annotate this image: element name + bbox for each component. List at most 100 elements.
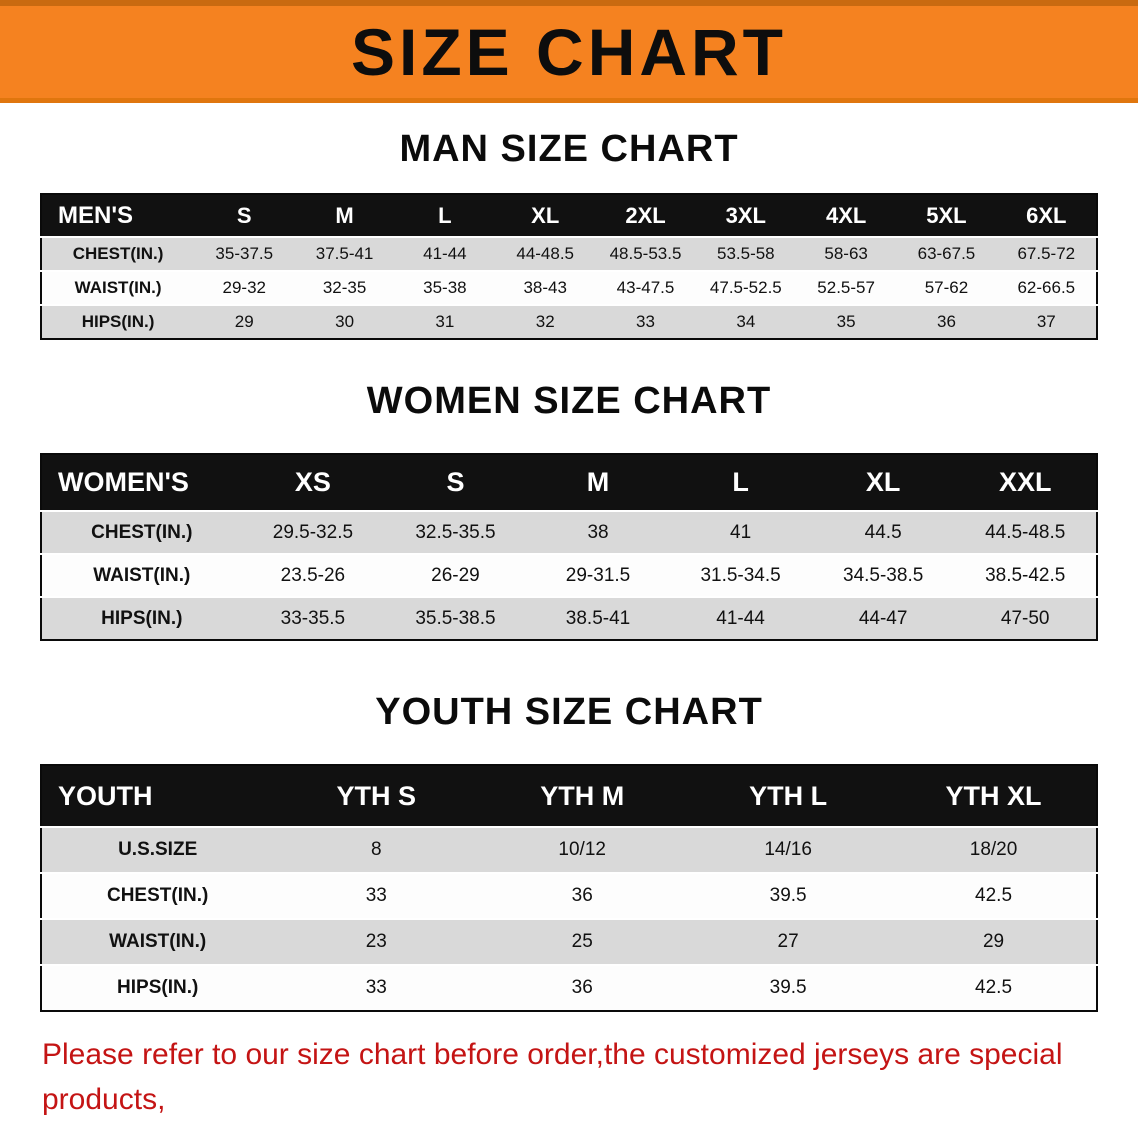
value-cell: 30 <box>294 304 395 339</box>
row-label-cell: HIPS(IN.) <box>41 964 274 1011</box>
table-title-cell: YOUTH <box>41 765 274 827</box>
value-cell: 10/12 <box>479 826 686 873</box>
size-header-cell: YTH XL <box>891 765 1097 827</box>
value-cell: 8 <box>273 826 480 873</box>
row-label-cell: CHEST(IN.) <box>41 510 242 554</box>
size-header-cell: M <box>526 454 670 511</box>
row-label-cell: WAIST(IN.) <box>41 553 242 597</box>
value-cell: 29 <box>194 304 295 339</box>
value-cell: 34.5-38.5 <box>811 553 955 597</box>
value-cell: 36 <box>479 964 686 1011</box>
notice-line-2: we don't accept cancel, change, teturn o… <box>42 1122 1096 1132</box>
value-cell: 62-66.5 <box>996 270 1097 305</box>
row-label-cell: WAIST(IN.) <box>41 270 195 305</box>
value-cell: 63-67.5 <box>896 236 997 271</box>
value-cell: 52.5-57 <box>795 270 897 305</box>
measurement-row: WAIST(IN.) 23 25 27 29 <box>41 918 1097 965</box>
value-cell: 47-50 <box>954 596 1097 640</box>
youth-size-table: YOUTH YTH S YTH M YTH L YTH XL U.S.SIZE 8 10/12… <box>40 764 1098 1012</box>
value-cell: 35 <box>795 304 897 339</box>
value-cell: 57-62 <box>896 270 997 305</box>
value-cell: 41-44 <box>669 596 812 640</box>
size-header-cell: XXL <box>954 454 1097 511</box>
value-cell: 67.5-72 <box>996 236 1097 271</box>
value-cell: 31 <box>394 304 496 339</box>
measurement-row: U.S.SIZE 8 10/12 14/16 18/20 <box>41 826 1097 873</box>
size-header-cell: S <box>194 194 295 237</box>
women-size-heading: WOMEN SIZE CHART <box>366 380 772 422</box>
man-size-section: MAN SIZE CHART MEN'S S M L XL 2XL 3XL 4XL 5XL 6XL… <box>0 128 1138 340</box>
value-cell: 48.5-53.5 <box>595 236 696 271</box>
value-cell: 42.5 <box>891 872 1097 919</box>
table-title-cell: WOMEN'S <box>41 454 242 511</box>
row-label-cell: CHEST(IN.) <box>41 872 274 919</box>
value-cell: 29-31.5 <box>526 553 670 597</box>
value-cell: 23 <box>273 918 480 965</box>
value-cell: 58-63 <box>795 236 897 271</box>
value-cell: 44.5-48.5 <box>954 510 1097 554</box>
size-header-cell: M <box>294 194 395 237</box>
value-cell: 41-44 <box>394 236 496 271</box>
value-cell: 35-37.5 <box>194 236 295 271</box>
table-header-row: YOUTH YTH S YTH M YTH L YTH XL <box>41 765 1097 827</box>
row-label-cell: U.S.SIZE <box>41 826 274 873</box>
value-cell: 38 <box>526 510 670 554</box>
size-header-cell: 2XL <box>595 194 696 237</box>
value-cell: 37 <box>996 304 1097 339</box>
order-notice: Please refer to our size chart before or… <box>42 1032 1096 1132</box>
value-cell: 14/16 <box>685 826 892 873</box>
value-cell: 33 <box>273 872 480 919</box>
value-cell: 33-35.5 <box>241 596 385 640</box>
size-header-cell: XS <box>241 454 385 511</box>
size-header-cell: XL <box>495 194 596 237</box>
value-cell: 38-43 <box>495 270 596 305</box>
size-header-cell: 4XL <box>795 194 897 237</box>
measurement-row: CHEST(IN.) 33 36 39.5 42.5 <box>41 872 1097 919</box>
value-cell: 39.5 <box>685 964 892 1011</box>
measurement-row: HIPS(IN.) 29 30 31 32 33 34 35 36 37 <box>41 304 1097 339</box>
value-cell: 44-47 <box>811 596 955 640</box>
youth-size-section: YOUTH SIZE CHART YOUTH YTH S YTH M YTH L YTH… <box>0 691 1138 1012</box>
value-cell: 43-47.5 <box>595 270 696 305</box>
value-cell: 37.5-41 <box>294 236 395 271</box>
women-size-section: WOMEN SIZE CHART WOMEN'S XS S M L XL XXL CHEST(… <box>0 380 1138 641</box>
value-cell: 32.5-35.5 <box>384 510 527 554</box>
value-cell: 35-38 <box>394 270 496 305</box>
row-label-cell: HIPS(IN.) <box>41 304 195 339</box>
table-title-cell: MEN'S <box>41 194 195 237</box>
table-header-row: WOMEN'S XS S M L XL XXL <box>41 454 1097 511</box>
size-header-cell: 6XL <box>996 194 1097 237</box>
value-cell: 32 <box>495 304 596 339</box>
size-header-cell: YTH S <box>273 765 480 827</box>
notice-line-1: Please refer to our size chart before or… <box>42 1038 1063 1116</box>
measurement-row: WAIST(IN.) 29-32 32-35 35-38 38-43 43-47.5 47.… <box>41 270 1097 305</box>
value-cell: 33 <box>273 964 480 1011</box>
value-cell: 25 <box>479 918 686 965</box>
value-cell: 35.5-38.5 <box>384 596 527 640</box>
size-header-cell: L <box>394 194 496 237</box>
value-cell: 27 <box>685 918 892 965</box>
size-header-cell: 5XL <box>896 194 997 237</box>
value-cell: 41 <box>669 510 812 554</box>
row-label-cell: HIPS(IN.) <box>41 596 242 640</box>
youth-size-heading: YOUTH SIZE CHART <box>375 691 763 733</box>
size-header-cell: XL <box>811 454 955 511</box>
size-header-cell: YTH M <box>479 765 686 827</box>
value-cell: 34 <box>695 304 796 339</box>
value-cell: 33 <box>595 304 696 339</box>
measurement-row: HIPS(IN.) 33-35.5 35.5-38.5 38.5-41 41-44 44-… <box>41 596 1097 640</box>
value-cell: 47.5-52.5 <box>695 270 796 305</box>
measurement-row: HIPS(IN.) 33 36 39.5 42.5 <box>41 964 1097 1011</box>
size-header-cell: 3XL <box>695 194 796 237</box>
man-size-table: MEN'S S M L XL 2XL 3XL 4XL 5XL 6XL CHEST(IN.) 35-37… <box>40 193 1098 340</box>
size-header-cell: L <box>669 454 812 511</box>
value-cell: 23.5-26 <box>241 553 385 597</box>
table-header-row: MEN'S S M L XL 2XL 3XL 4XL 5XL 6XL <box>41 194 1097 237</box>
value-cell: 31.5-34.5 <box>669 553 812 597</box>
value-cell: 53.5-58 <box>695 236 796 271</box>
value-cell: 29.5-32.5 <box>241 510 385 554</box>
women-size-table: WOMEN'S XS S M L XL XXL CHEST(IN.) 29.5-32.5 32.5… <box>40 453 1098 641</box>
value-cell: 44.5 <box>811 510 955 554</box>
value-cell: 44-48.5 <box>495 236 596 271</box>
